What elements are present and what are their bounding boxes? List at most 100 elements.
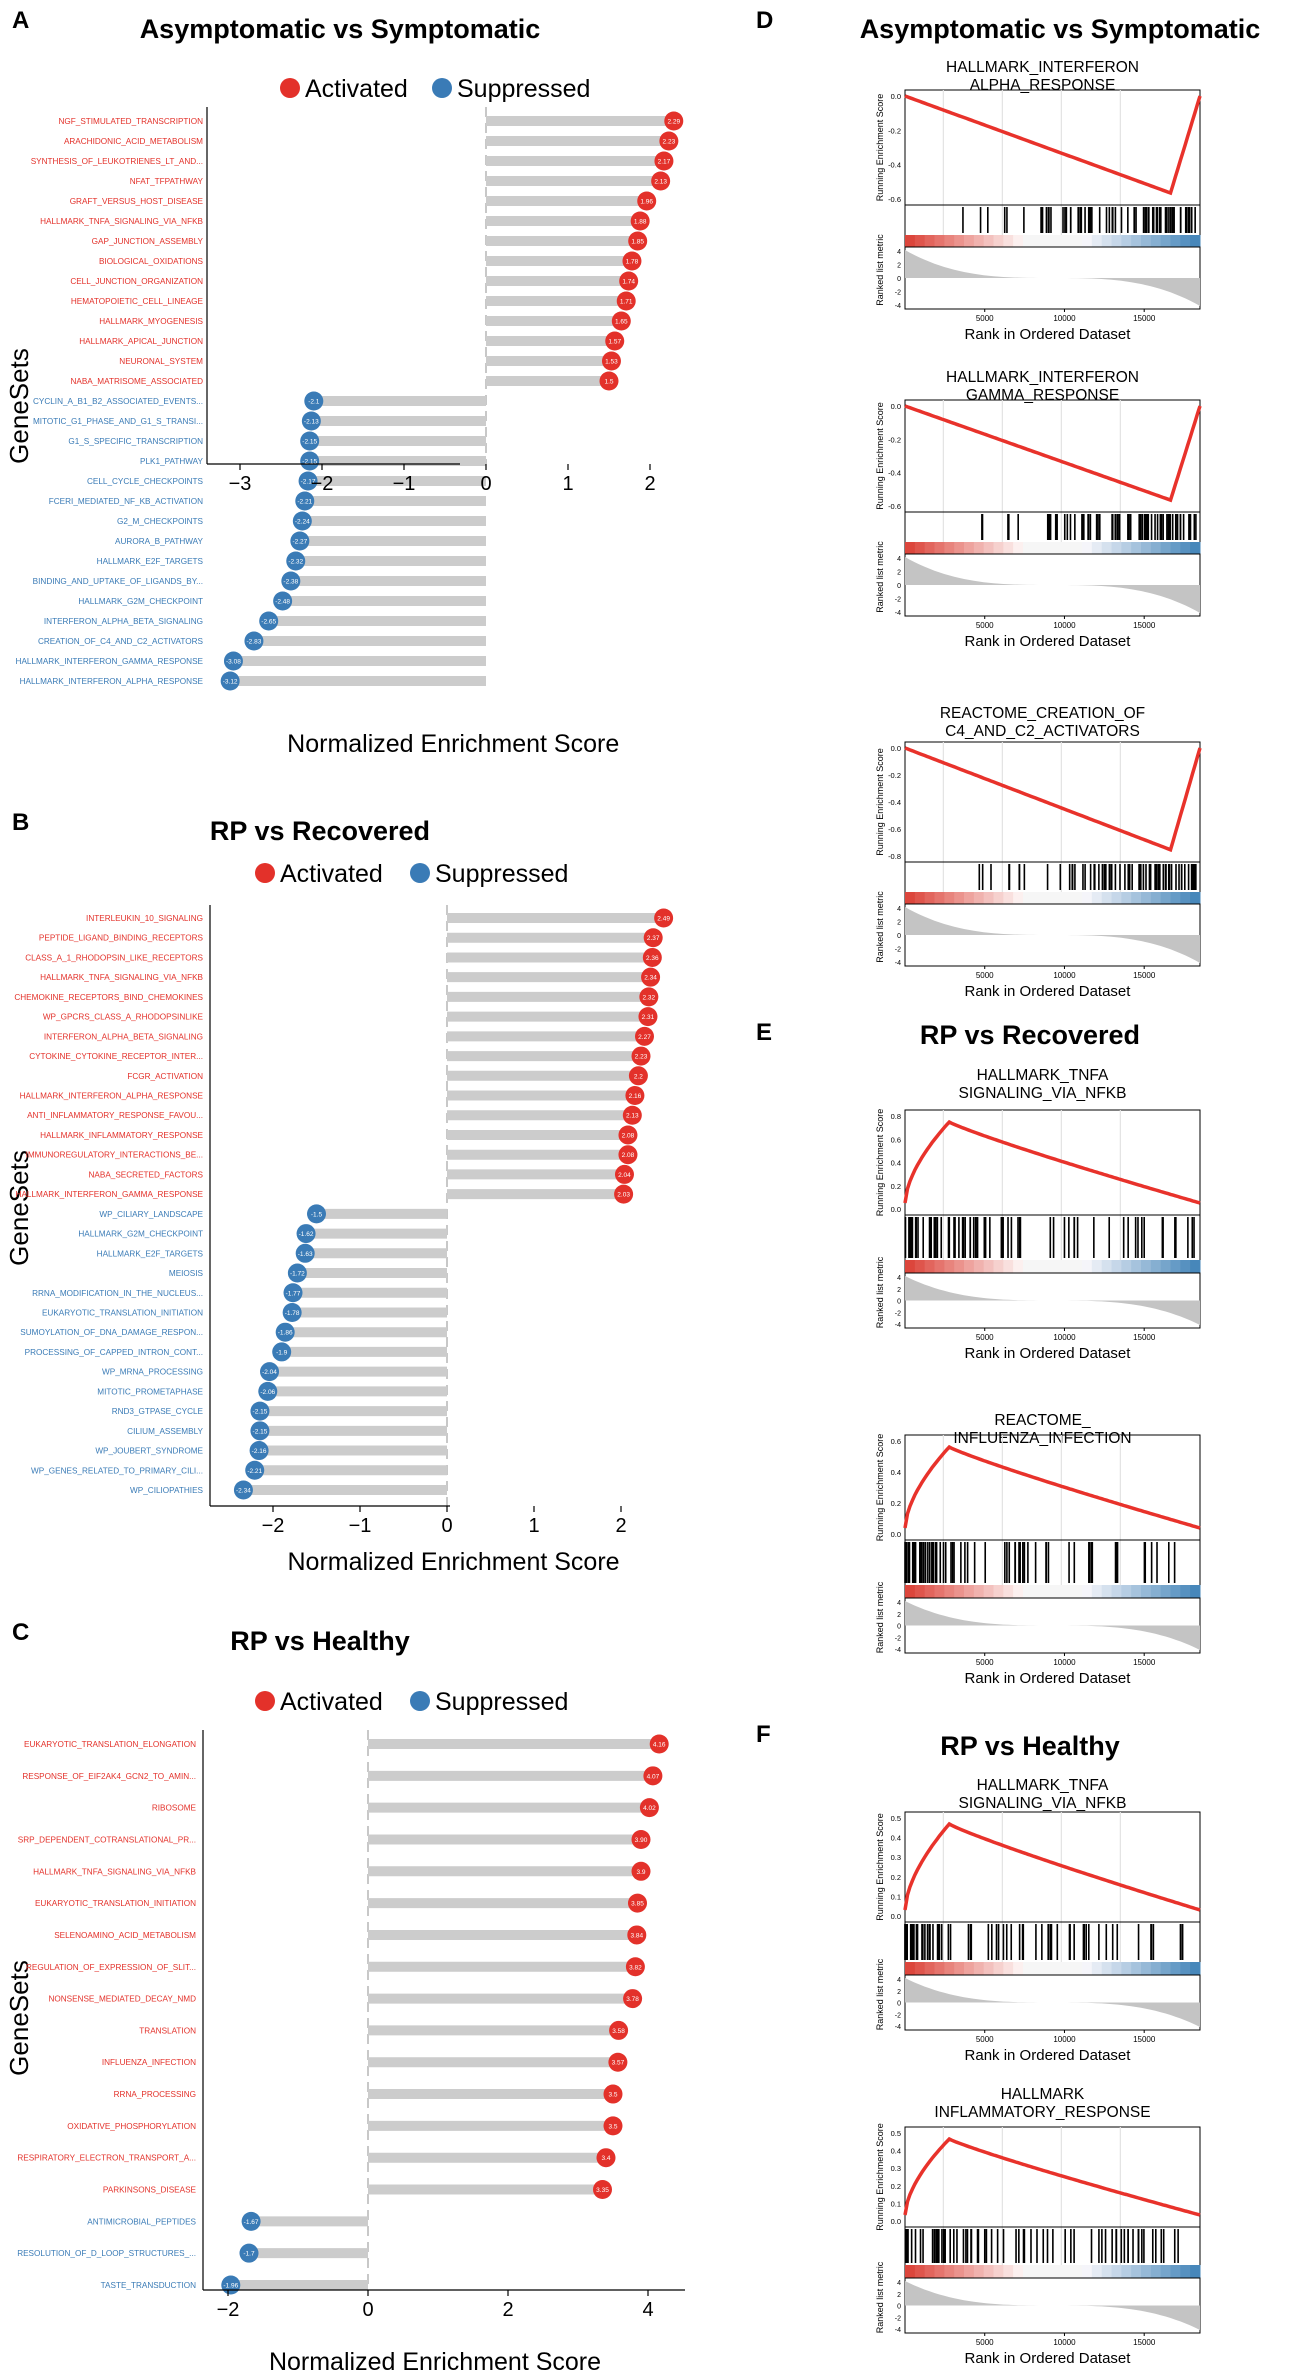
heat-cell — [934, 542, 945, 554]
category-label: ANTI_INFLAMMATORY_RESPONSE_FAVOU... — [27, 1111, 203, 1120]
value-label: -1.62 — [299, 1231, 314, 1238]
category-label: HALLMARK_INTERFERON_ALPHA_RESPONSE — [20, 1092, 204, 1101]
heat-cell — [1032, 892, 1044, 904]
metric-area — [905, 1276, 1200, 1325]
es-tick-label: -0.2 — [888, 435, 901, 444]
point-marker — [634, 1026, 654, 1046]
heat-cell — [1082, 1260, 1093, 1273]
heat-cell — [1150, 542, 1162, 554]
panel-label: E — [756, 1019, 772, 1046]
metric-y-label: Ranked list metric — [875, 2261, 885, 2333]
x-tick-label: 5000 — [976, 971, 994, 980]
heat-cell — [1180, 542, 1191, 554]
heat-cell — [1131, 2265, 1142, 2278]
heat-cell — [905, 542, 916, 554]
point-marker — [614, 1184, 634, 1204]
x-tick-label: 0 — [441, 1515, 452, 1537]
value-label: 3.35 — [596, 2187, 609, 2194]
point-marker — [605, 331, 625, 351]
heat-cell — [1042, 542, 1053, 554]
legend-marker — [432, 78, 452, 98]
es-tick-label: -0.6 — [888, 502, 901, 511]
heat-cell — [1013, 235, 1024, 247]
value-label: -1.72 — [290, 1271, 305, 1278]
x-tick-label: 1 — [562, 473, 573, 495]
category-label: G2_M_CHECKPOINTS — [117, 517, 204, 526]
category-label: HALLMARK_APICAL_JUNCTION — [79, 337, 203, 346]
heat-cell — [1042, 2265, 1053, 2278]
x-tick-label: 2 — [644, 473, 655, 495]
es-frame — [904, 1811, 1201, 1923]
heat-cell — [1013, 1962, 1024, 1975]
point-marker — [599, 371, 619, 391]
x-tick-label: 10000 — [1053, 314, 1076, 323]
es-tick-label: 0.2 — [891, 1182, 901, 1191]
heat-cell — [1042, 892, 1053, 904]
category-label: HALLMARK_MYOGENESIS — [99, 317, 203, 326]
category-label: HALLMARK_TNFA_SIGNALING_VIA_NFKB — [40, 217, 203, 226]
category-label: WP_GENES_RELATED_TO_PRIMARY_CILI... — [31, 1466, 203, 1475]
heat-cell — [1013, 1585, 1024, 1598]
heat-cell — [983, 1962, 994, 1975]
metric-tick-label: -2 — [895, 947, 901, 954]
heat-cell — [1062, 1260, 1073, 1273]
category-label: EUKARYOTIC_TRANSLATION_INITIATION — [42, 1308, 203, 1317]
heat-cell — [973, 1585, 985, 1598]
heat-cell — [924, 1962, 935, 1975]
point-marker — [249, 1441, 269, 1461]
category-label: WP_CILIARY_LANDSCAPE — [99, 1210, 203, 1219]
value-label: 2.13 — [654, 179, 667, 186]
category-label: FCGR_ACTIVATION — [127, 1072, 203, 1081]
category-label: TASTE_TRANSDUCTION — [101, 2281, 196, 2290]
point-marker — [304, 391, 324, 411]
value-label: 3.58 — [612, 2028, 625, 2035]
value-label: 1.5 — [604, 379, 613, 386]
geneset-title-line1: REACTOME_ — [994, 1412, 1091, 1429]
heat-cell — [1180, 1260, 1191, 1273]
x-tick-label: 10000 — [1053, 971, 1076, 980]
heat-cell — [1190, 1962, 1201, 1975]
legend-label: Activated — [280, 1688, 383, 1716]
es-tick-label: 0.5 — [891, 2129, 901, 2138]
value-label: 2.23 — [663, 139, 676, 146]
category-label: CELL_JUNCTION_ORGANIZATION — [70, 277, 203, 286]
heat-cell — [1160, 235, 1171, 247]
point-marker — [628, 1066, 648, 1086]
heat-cell — [1052, 2265, 1063, 2278]
x-tick-label: 15000 — [1133, 971, 1156, 980]
heat-cell — [1150, 892, 1162, 904]
category-label: HALLMARK_INTERFERON_GAMMA_RESPONSE — [16, 657, 204, 666]
heat-cell — [924, 1260, 935, 1273]
value-label: 3.5 — [608, 2123, 617, 2130]
point-marker — [631, 1046, 651, 1066]
es-y-label: Running Enrichment Score — [875, 748, 885, 856]
heat-cell — [993, 892, 1004, 904]
value-label: 3.9 — [636, 1869, 645, 1876]
x-tick-label: 10000 — [1053, 2338, 1076, 2347]
point-marker — [282, 1302, 302, 1322]
point-marker — [250, 1421, 270, 1441]
category-label: IMMUNOREGULATORY_INTERACTIONS_BE... — [26, 1151, 203, 1160]
heat-cell — [1141, 892, 1152, 904]
value-label: -2.21 — [247, 1468, 262, 1475]
x-tick-label: 4 — [642, 2299, 653, 2321]
value-label: -2.06 — [260, 1389, 275, 1396]
value-label: -2.13 — [304, 419, 319, 426]
geneset-title-line1: REACTOME_CREATION_OF — [940, 705, 1145, 722]
category-label: HALLMARK_INTERFERON_ALPHA_RESPONSE — [20, 677, 204, 686]
heat-cell — [944, 1260, 955, 1273]
heat-cell — [1082, 2265, 1093, 2278]
point-marker — [244, 631, 264, 651]
heat-cell — [1082, 892, 1093, 904]
legend-marker — [410, 1691, 430, 1711]
value-label: 3.85 — [631, 1901, 644, 1908]
point-marker — [241, 2211, 261, 2231]
value-label: 4.07 — [647, 1773, 660, 1780]
heat-cell — [964, 542, 975, 554]
category-label: INTERLEUKIN_10_SIGNALING — [86, 914, 203, 923]
heat-cell — [1082, 1585, 1093, 1598]
heat-cell — [1042, 1260, 1053, 1273]
legend-marker — [255, 863, 275, 883]
category-label: GAP_JUNCTION_ASSEMBLY — [92, 237, 204, 246]
